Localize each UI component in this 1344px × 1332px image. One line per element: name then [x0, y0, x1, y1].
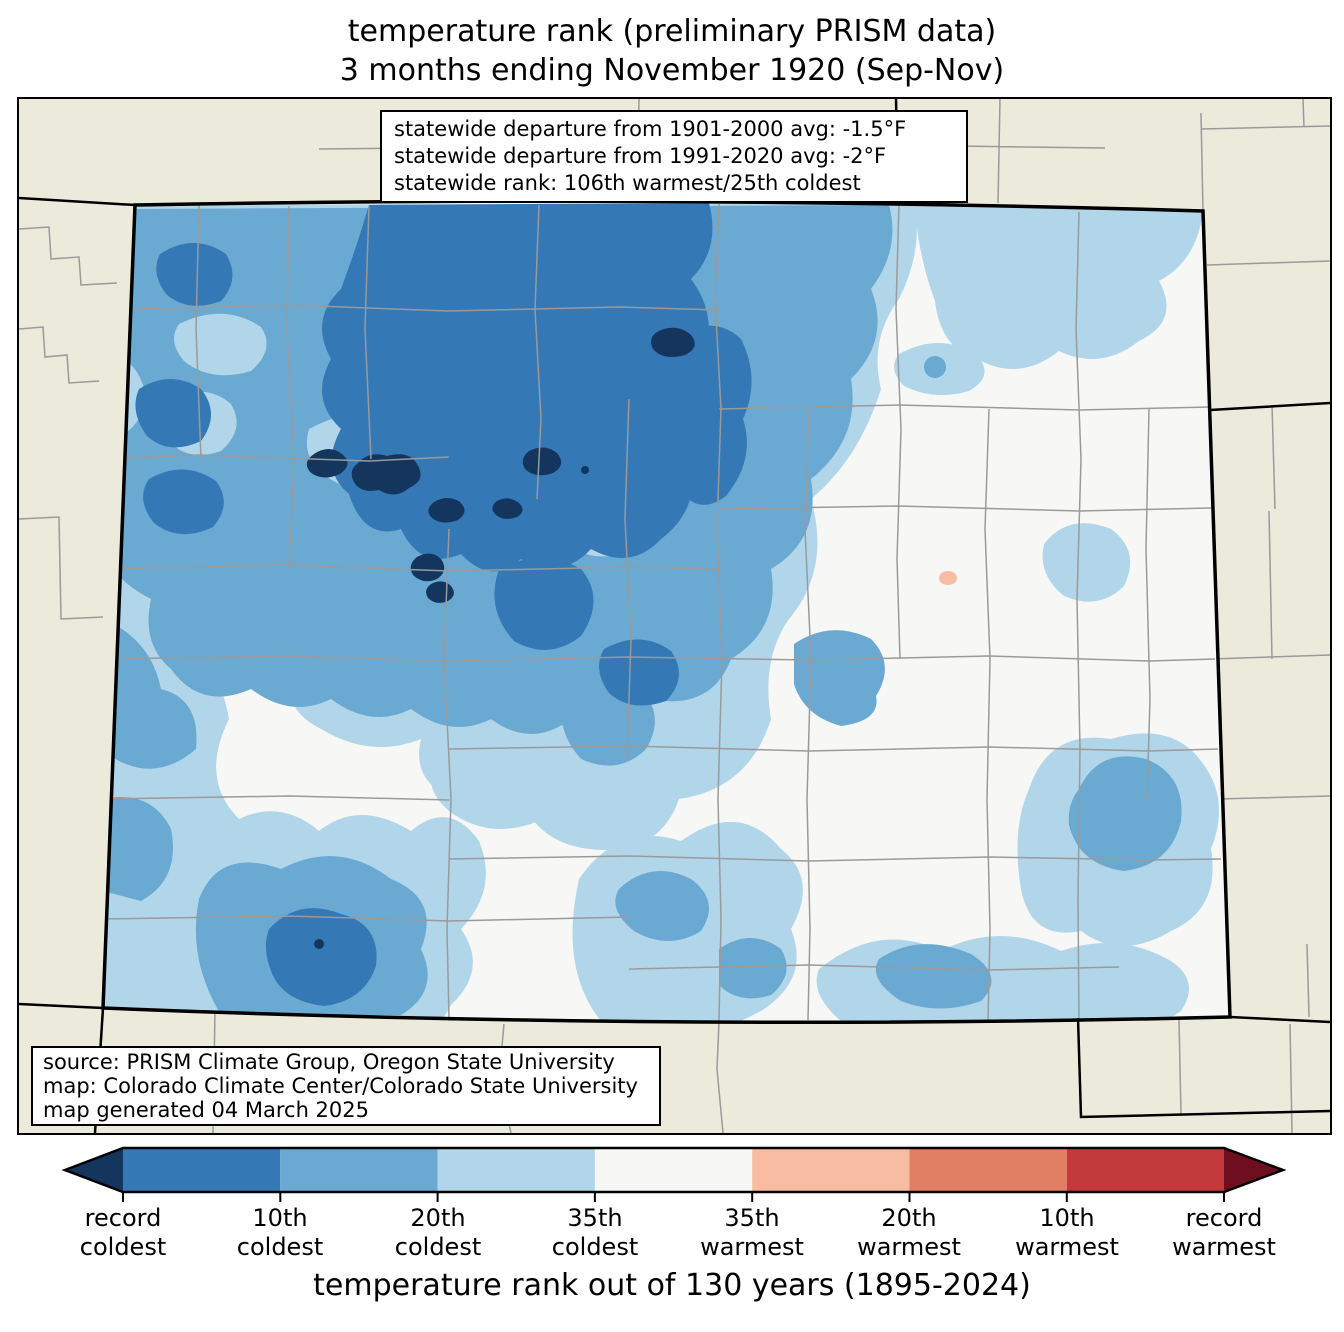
stats-line-rank: statewide rank: 106th warmest/25th colde… — [394, 171, 861, 195]
fill-coldest-10th — [135, 203, 752, 1006]
colorbar-axis-title: temperature rank out of 130 years (1895-… — [313, 1268, 1031, 1303]
colorbar-seg-coldest-20th — [280, 1148, 438, 1192]
colorado-rank-map — [19, 99, 1330, 1133]
source-attribution-box: source: PRISM Climate Group, Oregon Stat… — [31, 1046, 661, 1126]
rank-colorbar — [61, 1146, 1287, 1204]
map-credit-line: map: Colorado Climate Center/Colorado St… — [43, 1074, 638, 1098]
colorado-fill-layers — [103, 201, 1230, 1023]
tick-label-10th-warmest: 10th warmest — [1015, 1204, 1119, 1261]
source-line: source: PRISM Climate Group, Oregon Stat… — [43, 1050, 615, 1074]
colorbar-seg-warmest-20th — [909, 1148, 1067, 1192]
colorbar-right-arrow — [1224, 1148, 1283, 1192]
tick-label-35th-warmest: 35th warmest — [700, 1204, 804, 1261]
tick-label-record-warmest: record warmest — [1172, 1204, 1276, 1261]
colorado-county-lines — [103, 202, 1222, 1023]
figure-title-line2: 3 months ending November 1920 (Sep-Nov) — [339, 53, 1005, 88]
tick-label-10th-coldest: 10th coldest — [236, 1204, 324, 1261]
colorbar-seg-warmest-10th — [1066, 1148, 1224, 1192]
statewide-stats-box: statewide departure from 1901-2000 avg: … — [380, 110, 968, 203]
tick-label-20th-warmest: 20th warmest — [857, 1204, 961, 1261]
tick-label-20th-coldest: 20th coldest — [394, 1204, 482, 1261]
fill-warmest-35th-dot — [939, 571, 957, 585]
colorbar-left-arrow — [65, 1148, 123, 1192]
colorbar-seg-near-normal — [594, 1148, 753, 1192]
colorbar-seg-warmest-35th — [752, 1148, 910, 1192]
colorbar-seg-coldest-35th — [437, 1148, 595, 1192]
tick-label-record-coldest: record coldest — [79, 1204, 167, 1261]
colorbar-seg-coldest-10th — [123, 1148, 281, 1192]
stats-line-1901-2000: statewide departure from 1901-2000 avg: … — [394, 117, 907, 141]
rank-colorbar-svg — [61, 1146, 1287, 1202]
stats-line-1991-2020: statewide departure from 1991-2020 avg: … — [394, 144, 887, 168]
tick-label-35th-coldest: 35th coldest — [551, 1204, 639, 1261]
figure-title-line1: temperature rank (preliminary PRISM data… — [347, 14, 997, 49]
figure-title: temperature rank (preliminary PRISM data… — [0, 12, 1344, 90]
colorbar-tick-labels: record coldest 10th coldest 20th coldest 35… — [62, 1204, 1286, 1266]
colorbar-ticks — [122, 1192, 1225, 1202]
map-plot-area — [17, 97, 1332, 1135]
generated-date-line: map generated 04 March 2025 — [43, 1098, 370, 1122]
